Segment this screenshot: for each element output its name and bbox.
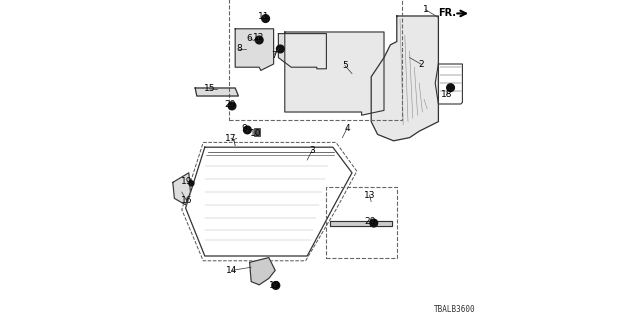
Circle shape [370,219,378,227]
Text: 9: 9 [241,124,247,133]
Text: 1: 1 [423,5,428,14]
Text: 20: 20 [364,217,375,226]
Polygon shape [330,221,392,226]
Circle shape [228,102,236,110]
Text: 14: 14 [227,266,237,275]
Circle shape [447,84,454,92]
Text: 5: 5 [342,61,348,70]
Text: 3: 3 [309,146,315,155]
Text: 7: 7 [271,51,276,60]
Text: 12: 12 [253,33,264,42]
Bar [229,0,402,120]
Polygon shape [250,258,275,285]
Circle shape [276,45,284,53]
Polygon shape [236,29,274,70]
Text: 19: 19 [182,177,193,186]
Polygon shape [278,34,326,69]
Text: 11: 11 [258,12,269,20]
Text: 2: 2 [418,60,424,68]
Circle shape [255,36,263,44]
Text: 16: 16 [180,196,192,204]
Text: 20: 20 [224,100,236,109]
Text: TBALB3600: TBALB3600 [433,305,475,314]
Text: 8: 8 [237,44,242,53]
Text: FR.: FR. [438,8,456,19]
Text: 6: 6 [247,34,252,43]
Polygon shape [173,173,191,205]
Bar [254,128,260,136]
Text: 10: 10 [250,129,261,138]
Text: 4: 4 [344,124,350,132]
Text: 15: 15 [204,84,215,93]
Polygon shape [371,16,438,141]
Circle shape [244,126,252,134]
Text: 17: 17 [225,134,237,143]
Text: 18: 18 [441,90,452,99]
Text: 19: 19 [269,281,280,290]
Bar [326,187,397,258]
Circle shape [189,181,194,186]
Text: 13: 13 [364,191,375,200]
Circle shape [272,282,280,289]
Polygon shape [195,88,239,96]
Circle shape [262,15,269,22]
Polygon shape [285,32,384,115]
